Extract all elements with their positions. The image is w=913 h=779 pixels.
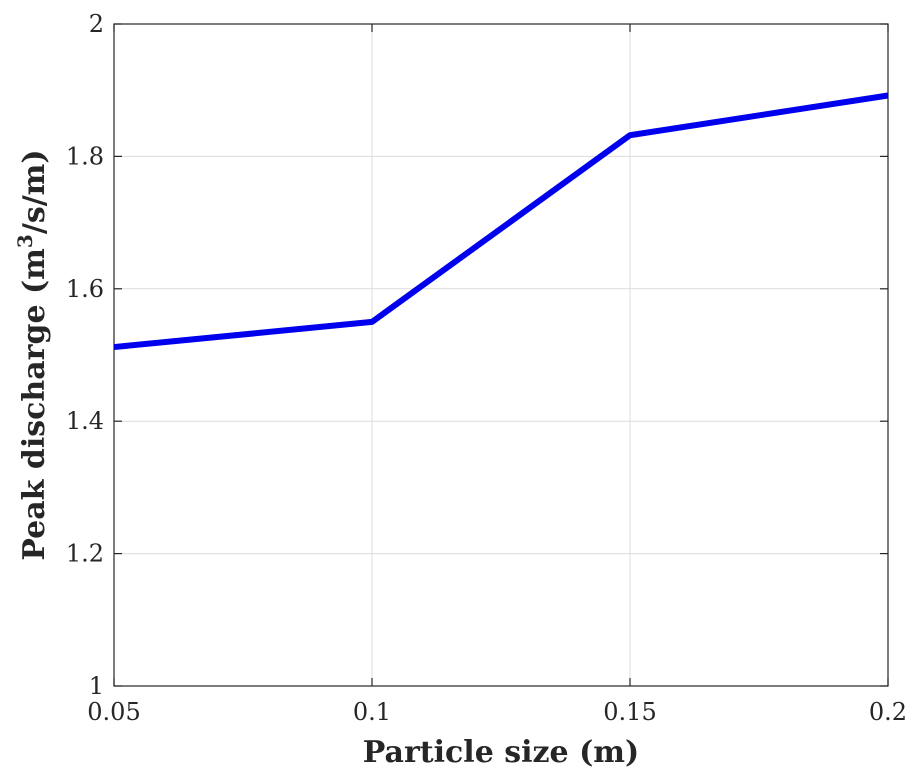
x-tick-labels: 0.05 0.1 0.15 0.2 [87, 698, 907, 726]
y-tick-label: 1 [89, 672, 104, 700]
x-tick-label: 0.1 [353, 698, 391, 726]
y-tick-label: 1.8 [66, 142, 104, 170]
y-tick-label: 1.4 [66, 407, 104, 435]
series-line [113, 92, 889, 351]
x-tick-label: 0.15 [603, 698, 656, 726]
y-tick-labels: 1 1.2 1.4 1.6 1.8 2 [66, 10, 104, 700]
y-axis-label: Peak discharge (m3/s/m) [13, 149, 52, 560]
y-tick-label: 2 [89, 10, 104, 38]
x-tick-label: 0.05 [87, 698, 140, 726]
plot-frame [113, 23, 889, 687]
y-axis-label-superscript: 3 [13, 234, 37, 248]
y-axis-label-tail: /s/m) [17, 149, 52, 234]
tick-marks [113, 23, 889, 687]
series-group [113, 92, 889, 351]
x-tick-label: 0.2 [869, 698, 907, 726]
grid-lines [113, 23, 889, 687]
y-axis-label-main: Peak discharge (m [17, 248, 52, 561]
x-axis-label: Particle size (m) [363, 735, 639, 770]
y-tick-label: 1.6 [66, 275, 104, 303]
y-tick-label: 1.2 [66, 540, 104, 568]
